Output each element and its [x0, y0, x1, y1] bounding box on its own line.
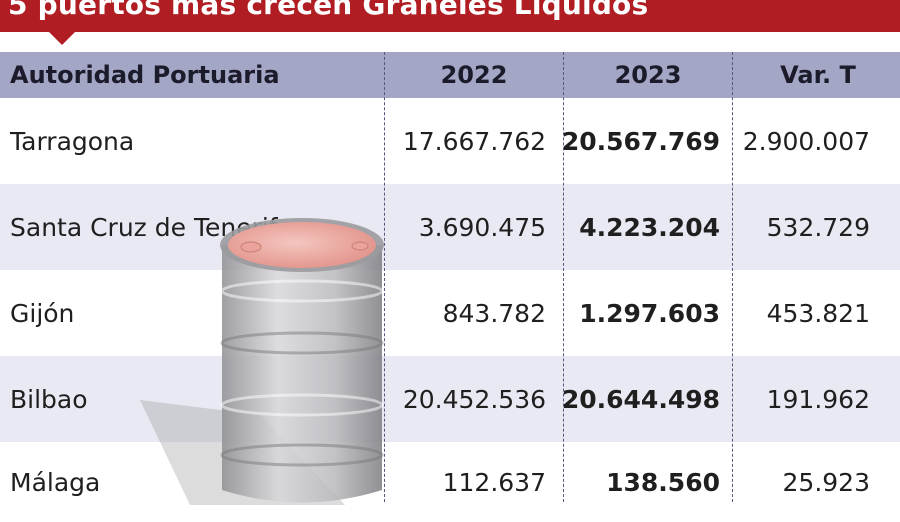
value-variation: 25.923: [782, 467, 870, 497]
column-divider: [732, 52, 733, 502]
header-2022: 2022: [440, 61, 508, 89]
table-row: Gijón 843.782 1.297.603 453.821: [0, 270, 900, 356]
table-row: Málaga 112.637 138.560 25.923: [0, 442, 900, 522]
value-variation: 532.729: [766, 212, 870, 242]
value-2023: 20.567.769: [561, 126, 720, 156]
title-bar: 5 puertos más crecen Graneles Líquidos: [0, 0, 900, 32]
value-2023: 4.223.204: [579, 212, 720, 242]
value-2023: 1.297.603: [579, 298, 720, 328]
title-notch: [48, 31, 76, 45]
column-divider: [384, 52, 385, 502]
value-2022: 20.452.536: [402, 384, 546, 414]
header-2023: 2023: [614, 61, 682, 89]
port-name: Tarragona: [10, 126, 135, 156]
value-variation: 191.962: [766, 384, 870, 414]
port-name: Málaga: [10, 467, 101, 497]
column-divider: [563, 52, 564, 502]
value-2022: 3.690.475: [418, 212, 546, 242]
table-row: Tarragona 17.667.762 20.567.769 2.900.00…: [0, 98, 900, 184]
table-row: Santa Cruz de Tenerife 3.690.475 4.223.2…: [0, 184, 900, 270]
header-variation: Var. T: [780, 61, 856, 89]
value-2022: 17.667.762: [402, 126, 546, 156]
value-2022: 843.782: [442, 298, 546, 328]
value-2023: 138.560: [606, 467, 720, 497]
value-variation: 2.900.007: [742, 126, 870, 156]
data-table: Autoridad Portuaria 2022 2023 Var. T Tar…: [0, 52, 900, 522]
header-authority: Autoridad Portuaria: [10, 61, 280, 89]
value-variation: 453.821: [766, 298, 870, 328]
port-name: Bilbao: [10, 384, 88, 414]
port-name: Gijón: [10, 298, 75, 328]
page-title: 5 puertos más crecen Graneles Líquidos: [8, 0, 649, 21]
value-2023: 20.644.498: [561, 384, 720, 414]
table-row: Bilbao 20.452.536 20.644.498 191.962: [0, 356, 900, 442]
value-2022: 112.637: [442, 467, 546, 497]
table-header-row: Autoridad Portuaria 2022 2023 Var. T: [0, 52, 900, 98]
port-name: Santa Cruz de Tenerife: [10, 212, 293, 242]
